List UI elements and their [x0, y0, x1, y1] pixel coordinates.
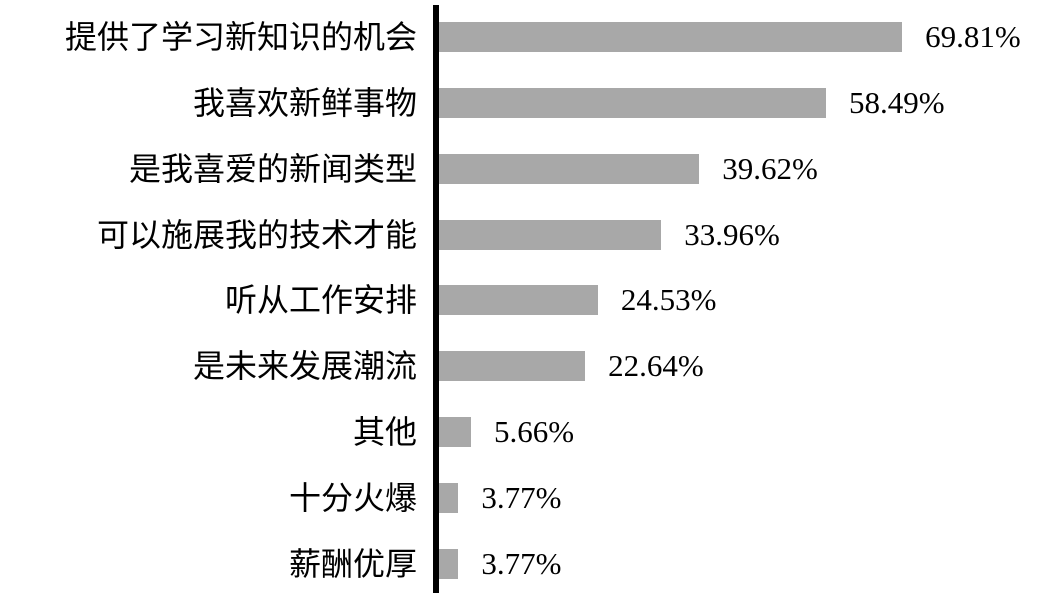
category-label: 是未来发展潮流	[192, 348, 417, 385]
bar	[433, 22, 903, 52]
bar-row: 其他 5.66%	[0, 399, 1040, 465]
category-label: 听从工作安排	[224, 282, 417, 319]
value-label: 3.77%	[481, 545, 562, 581]
bar-row: 我喜欢新鲜事物 58.49%	[0, 70, 1040, 136]
bar	[433, 417, 472, 448]
category-label: 薪酬优厚	[288, 545, 417, 582]
bar-row: 可以施展我的技术才能 33.96%	[0, 202, 1040, 268]
value-label: 24.53%	[620, 282, 717, 318]
bar	[433, 351, 586, 382]
bar	[433, 219, 662, 250]
bar	[433, 285, 598, 316]
bar-row: 是我喜爱的新闻类型 39.62%	[0, 136, 1040, 202]
bar-row: 听从工作安排 24.53%	[0, 267, 1040, 333]
category-label: 我喜欢新鲜事物	[192, 84, 417, 121]
bar-row: 提供了学习新知识的机会 69.81%	[0, 4, 1040, 70]
bar	[433, 87, 827, 118]
category-label: 是我喜爱的新闻类型	[128, 150, 417, 187]
y-axis-line	[433, 5, 439, 593]
category-label: 十分火爆	[288, 479, 417, 516]
value-label: 69.81%	[925, 19, 1021, 54]
value-label: 39.62%	[722, 150, 818, 186]
value-label: 22.64%	[608, 348, 704, 384]
bar-row: 薪酬优厚 3.77%	[0, 531, 1040, 597]
value-label: 33.96%	[684, 216, 780, 252]
value-label: 3.77%	[481, 479, 562, 515]
bar-row: 十分火爆 3.77%	[0, 465, 1040, 531]
category-label: 提供了学习新知识的机会	[64, 19, 417, 55]
category-label: 其他	[352, 414, 417, 451]
value-label: 5.66%	[494, 414, 575, 450]
bar	[433, 153, 700, 184]
category-label: 可以施展我的技术才能	[96, 216, 417, 253]
value-label: 58.49%	[849, 84, 945, 120]
bar-row: 是未来发展潮流 22.64%	[0, 333, 1040, 399]
